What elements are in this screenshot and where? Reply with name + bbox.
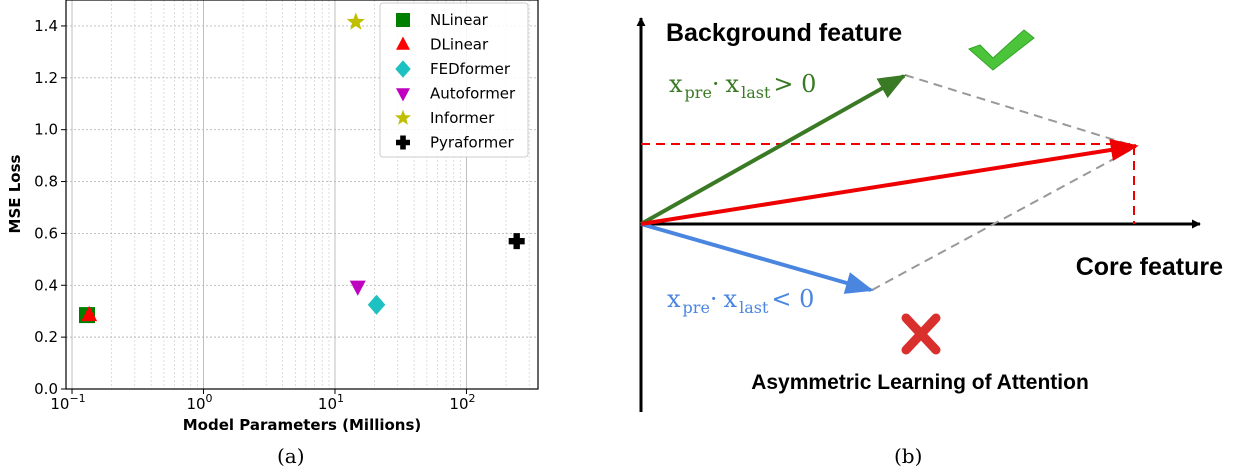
nlinear-legend-marker	[396, 13, 410, 27]
autoformer-legend-label: Autoformer	[430, 85, 516, 103]
x-tick-label: 102	[449, 392, 475, 413]
check-icon	[968, 29, 1035, 71]
cross-icon	[901, 313, 941, 355]
autoformer-legend-marker	[396, 88, 410, 102]
caption-a: (a)	[277, 444, 305, 468]
caption-b: (b)	[894, 444, 923, 468]
nlinear-legend-label: NLinear	[430, 11, 489, 29]
plot-frame	[65, 0, 539, 390]
dlinear-point	[81, 305, 98, 322]
y-tick-label: 0.2	[34, 328, 58, 346]
y-tick-label: 0.4	[34, 276, 58, 294]
background-feature-label: Background feature	[666, 19, 902, 47]
data-points	[78, 12, 525, 324]
pyraformer-point	[508, 233, 525, 250]
informer-legend-marker	[395, 109, 411, 125]
informer-point	[346, 12, 365, 30]
legend: NLinear DLinear FEDformer Autoformer Informe…	[379, 2, 529, 158]
informer-legend-label: Informer	[430, 109, 495, 127]
pyraformer-legend-label: Pyraformer	[430, 134, 514, 152]
fedformer-point	[367, 294, 386, 315]
dlinear-legend-label: DLinear	[430, 36, 489, 54]
x-tick-label: 10−1	[50, 392, 85, 413]
gray-dashed-upper	[904, 74, 1135, 147]
pyraformer-legend-marker	[396, 135, 410, 150]
legend-box	[379, 2, 529, 158]
result-vector-arrow	[640, 138, 1139, 226]
negative-dot-product-label: x pre· x last < 0	[667, 285, 814, 317]
positive-vector-arrow	[640, 74, 907, 226]
y-tick-label: 1.2	[34, 69, 58, 87]
y-tick-label: 0.0	[34, 380, 58, 398]
y-tick-label: 1.4	[34, 17, 58, 35]
x-tick-label: 101	[318, 392, 344, 413]
legend-entries: NLinear DLinear FEDformer Autoformer Informe…	[395, 11, 516, 152]
fedformer-legend-marker	[395, 60, 411, 78]
y-tick-label: 1.0	[34, 121, 58, 139]
y-tick-label: 0.8	[34, 173, 58, 191]
negative-vector-arrow	[640, 222, 874, 294]
x-tick-label: 100	[186, 392, 212, 413]
grid	[65, 0, 538, 390]
asymmetric-learning-title: Asymmetric Learning of Attention	[751, 371, 1089, 394]
core-feature-label: Core feature	[1076, 253, 1223, 281]
y-axis-label: MSE Loss	[6, 154, 24, 233]
y-ticks: 0.0 0.2 0.4 0.6 0.8 1.0 1.2 1.4	[34, 17, 66, 398]
positive-dot-product-label: x pre· x last > 0	[669, 70, 816, 102]
scatter-chart: 0.0 0.2 0.4 0.6 0.8 1.0 1.2 1.4 10−1 100 101 102 M…	[6, 0, 539, 434]
dlinear-legend-marker	[396, 36, 410, 50]
x-ticks: 10−1 100 101 102	[50, 389, 476, 413]
y-tick-label: 0.6	[34, 224, 58, 242]
autoformer-point	[349, 280, 366, 296]
gray-dashed-lower	[871, 147, 1135, 291]
fedformer-legend-label: FEDformer	[430, 60, 511, 78]
x-axis-label: Model Parameters (Millions)	[183, 416, 422, 434]
